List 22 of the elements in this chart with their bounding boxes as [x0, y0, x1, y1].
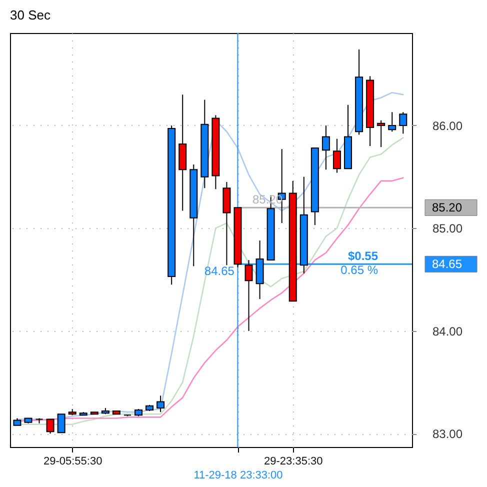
candlestick [46, 418, 54, 434]
candlestick [57, 414, 66, 434]
text: 85.20 [432, 200, 462, 215]
annotation: 0.65 % [340, 263, 378, 278]
candlestick [332, 138, 341, 174]
candlestick [156, 395, 165, 413]
x-tick-label: 11-29-18 23:33:00 [194, 470, 283, 482]
y-tick-label: 85.00 [432, 222, 463, 236]
candlestick [388, 112, 396, 132]
x-tick-label: 29-05:55:30 [43, 456, 102, 468]
candlestick [399, 112, 408, 134]
text: 84.65 [432, 257, 462, 272]
candlestick [377, 120, 386, 148]
ref-line-label: 84.65 [204, 264, 235, 278]
chart-title: 30 Sec [10, 8, 51, 22]
candlestick [244, 260, 253, 332]
y-tick-label: 83.00 [432, 427, 463, 442]
candlestick [322, 124, 330, 170]
annotation: $0.55 [348, 249, 378, 264]
y-tick-label: 86.00 [432, 118, 463, 133]
y-tick-label: 84.00 [432, 324, 463, 338]
x-tick-label: 29-23:35:30 [264, 456, 323, 468]
